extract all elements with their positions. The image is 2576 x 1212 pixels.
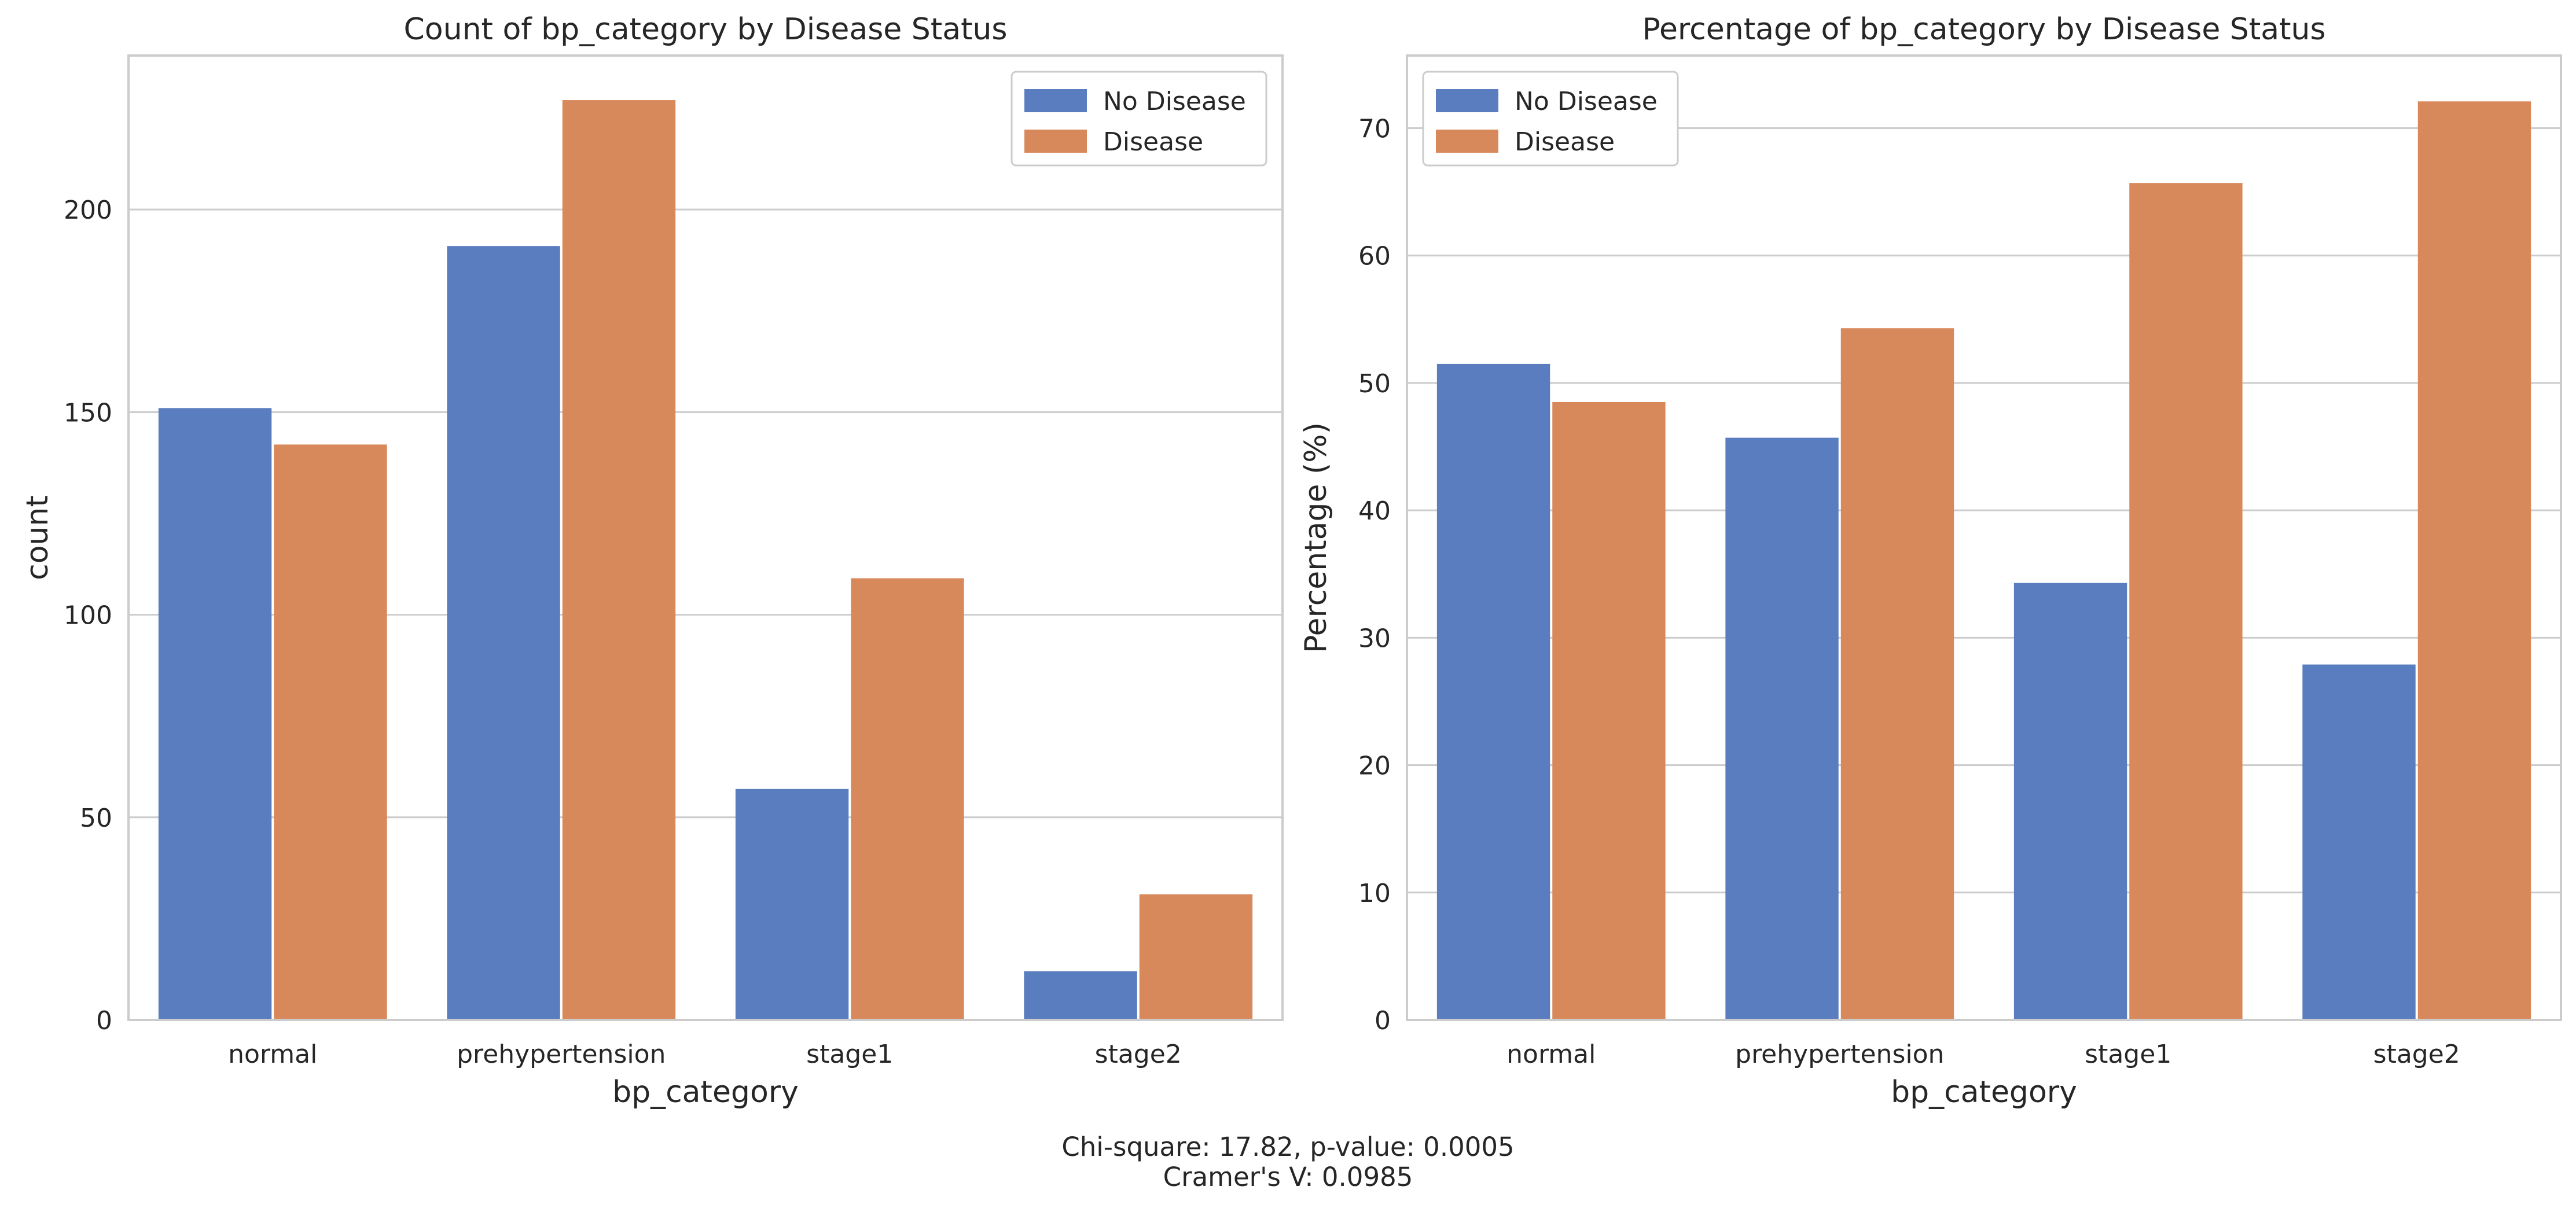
y-axis-label: count xyxy=(20,495,55,580)
bar-no-disease-prehypertension xyxy=(1725,437,1839,1020)
y-tick-label: 60 xyxy=(1358,242,1391,271)
bar-disease-normal xyxy=(1552,401,1666,1021)
y-tick-label: 40 xyxy=(1358,496,1391,526)
x-axis-label: bp_category xyxy=(1891,1075,2077,1110)
legend-label: No Disease xyxy=(1103,87,1246,116)
bar-disease-stage2 xyxy=(2417,101,2531,1020)
legend-label: No Disease xyxy=(1515,87,1658,116)
legend: No Disease Disease xyxy=(1422,71,1679,167)
legend-swatch xyxy=(1024,130,1087,153)
bar-disease-stage1 xyxy=(851,578,964,1020)
bar-no-disease-stage1 xyxy=(2013,583,2127,1020)
bar-disease-stage1 xyxy=(2129,183,2243,1020)
bar-no-disease-normal xyxy=(1436,363,1550,1020)
chart-2: 0 10 20 30 40 50 60 70 normal prehypertension stag… xyxy=(1299,12,2562,1110)
chi-square-text: Chi-square: 17.82, p-value: 0.0005 xyxy=(1061,1132,1515,1162)
y-tick-label: 30 xyxy=(1358,624,1391,653)
y-axis-label: Percentage (%) xyxy=(1299,422,1333,653)
y-tick-label: 100 xyxy=(64,601,112,631)
legend-swatch xyxy=(1436,130,1498,153)
x-axis-label: bp_category xyxy=(612,1075,799,1110)
legend-label: Disease xyxy=(1515,127,1615,157)
x-tick-label: normal xyxy=(1506,1040,1596,1069)
y-tick-label: 0 xyxy=(1375,1006,1391,1036)
legend-swatch xyxy=(1436,89,1498,112)
x-tick-label: stage1 xyxy=(2085,1040,2171,1069)
legend: No Disease Disease xyxy=(1010,71,1267,167)
y-tick-label: 70 xyxy=(1358,115,1391,144)
x-tick-label: stage2 xyxy=(2373,1040,2460,1069)
bar-no-disease-stage1 xyxy=(735,789,849,1020)
bar-no-disease-prehypertension xyxy=(447,246,560,1020)
legend-label: Disease xyxy=(1103,127,1203,157)
cramers-v-text: Cramer's V: 0.0985 xyxy=(1163,1162,1413,1192)
chart-title: Percentage of bp_category by Disease Sta… xyxy=(1642,12,2325,47)
axes-frame xyxy=(1406,54,2562,1021)
y-tick-label: 20 xyxy=(1358,751,1391,781)
y-tick-label: 150 xyxy=(64,398,112,428)
chart-1: 0 50 100 150 200 normal prehypertension stage1 s… xyxy=(20,12,1284,1110)
x-tick-label: normal xyxy=(228,1040,317,1069)
legend-swatch xyxy=(1024,89,1087,112)
bar-no-disease-normal xyxy=(158,408,272,1021)
y-tick-label: 50 xyxy=(80,804,112,833)
x-tick-label: prehypertension xyxy=(1735,1040,1944,1069)
bar-disease-normal xyxy=(274,444,387,1020)
y-tick-label: 10 xyxy=(1358,879,1391,908)
x-tick-label: stage1 xyxy=(806,1040,893,1069)
bar-disease-prehypertension xyxy=(562,100,676,1020)
y-tick-label: 0 xyxy=(96,1006,112,1036)
bar-disease-prehypertension xyxy=(1840,328,1954,1020)
bar-disease-stage2 xyxy=(1139,894,1253,1020)
bar-no-disease-stage2 xyxy=(2302,664,2416,1020)
y-tick-label: 50 xyxy=(1358,369,1391,399)
y-tick-label: 200 xyxy=(64,196,112,225)
chart-title: Count of bp_category by Disease Status xyxy=(403,12,1007,47)
x-tick-label: stage2 xyxy=(1095,1040,1182,1069)
x-tick-label: prehypertension xyxy=(457,1040,666,1069)
axes-frame xyxy=(127,54,1284,1021)
bar-no-disease-stage2 xyxy=(1024,971,1137,1020)
